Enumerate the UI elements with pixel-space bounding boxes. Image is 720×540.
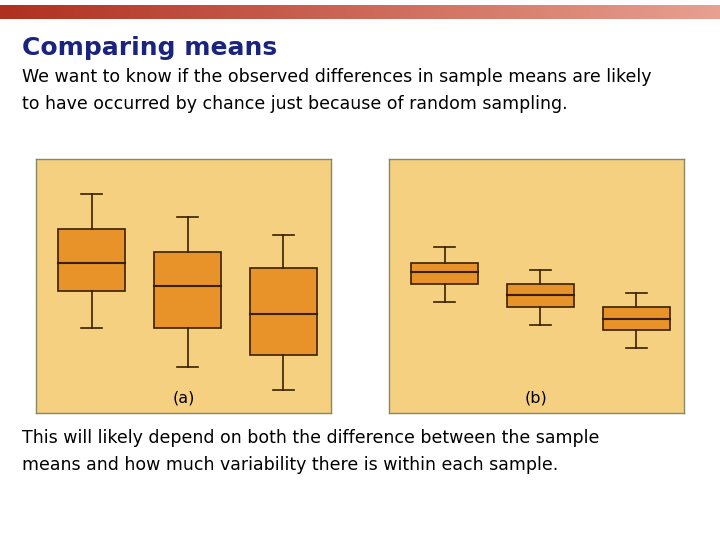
Bar	[250, 268, 317, 355]
Bar	[154, 252, 221, 328]
Text: We want to know if the observed differences in sample means are likely
to have o: We want to know if the observed differen…	[22, 68, 651, 113]
Bar	[603, 307, 670, 330]
Bar	[411, 263, 478, 284]
Text: (a): (a)	[172, 390, 195, 406]
Text: Comparing means: Comparing means	[22, 36, 276, 60]
Bar	[507, 284, 574, 307]
Text: This will likely depend on both the difference between the sample
means and how : This will likely depend on both the diff…	[22, 429, 599, 475]
Text: (b): (b)	[525, 390, 548, 406]
Bar	[58, 228, 125, 291]
